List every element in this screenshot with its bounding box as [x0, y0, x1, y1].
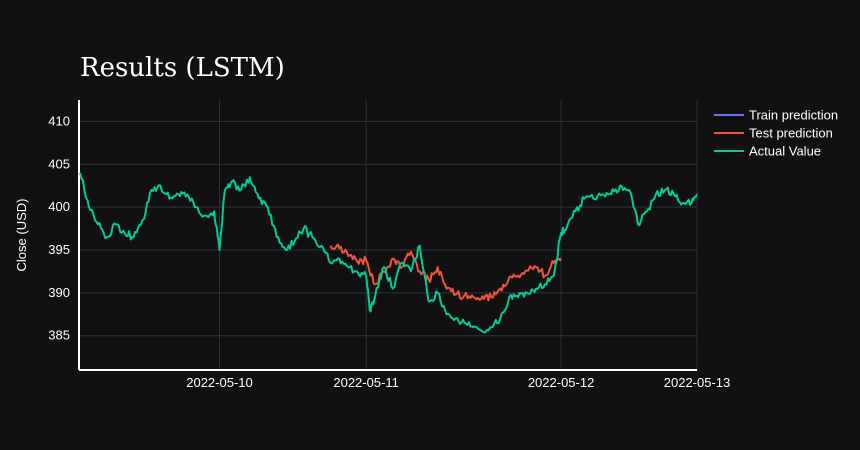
legend-label: Actual Value [749, 144, 821, 159]
legend-item-train-prediction[interactable]: Train prediction [714, 108, 838, 123]
legend-item-test-prediction[interactable]: Test prediction [714, 126, 833, 141]
y-tick-label: 405 [48, 156, 70, 171]
gridlines [80, 100, 697, 370]
legend[interactable]: Train prediction Test prediction Actual Va… [714, 108, 838, 159]
y-tick-label: 395 [48, 242, 70, 257]
series-line-actual-value [80, 173, 697, 332]
series-lines [80, 173, 697, 332]
axes [79, 100, 697, 370]
x-tick-label: 2022-05-11 [333, 375, 399, 390]
legend-label: Train prediction [749, 108, 838, 123]
x-tick-labels: 2022-05-10 2022-05-11 2022-05-12 2022-05-13 [186, 375, 730, 390]
legend-label: Test prediction [749, 126, 833, 141]
y-tick-label: 385 [48, 328, 70, 343]
chart-title: Results (LSTM) [80, 53, 285, 83]
x-tick-label: 2022-05-12 [528, 375, 595, 390]
x-tick-label: 2022-05-13 [664, 375, 731, 390]
y-tick-label: 390 [48, 285, 70, 300]
y-axis-label: Close (USD) [14, 199, 29, 272]
legend-item-actual-value[interactable]: Actual Value [714, 144, 821, 159]
x-tick-label: 2022-05-10 [186, 375, 253, 390]
y-tick-labels: 385 390 395 400 405 410 [48, 113, 70, 342]
y-tick-label: 400 [48, 199, 70, 214]
y-tick-label: 410 [48, 113, 70, 128]
